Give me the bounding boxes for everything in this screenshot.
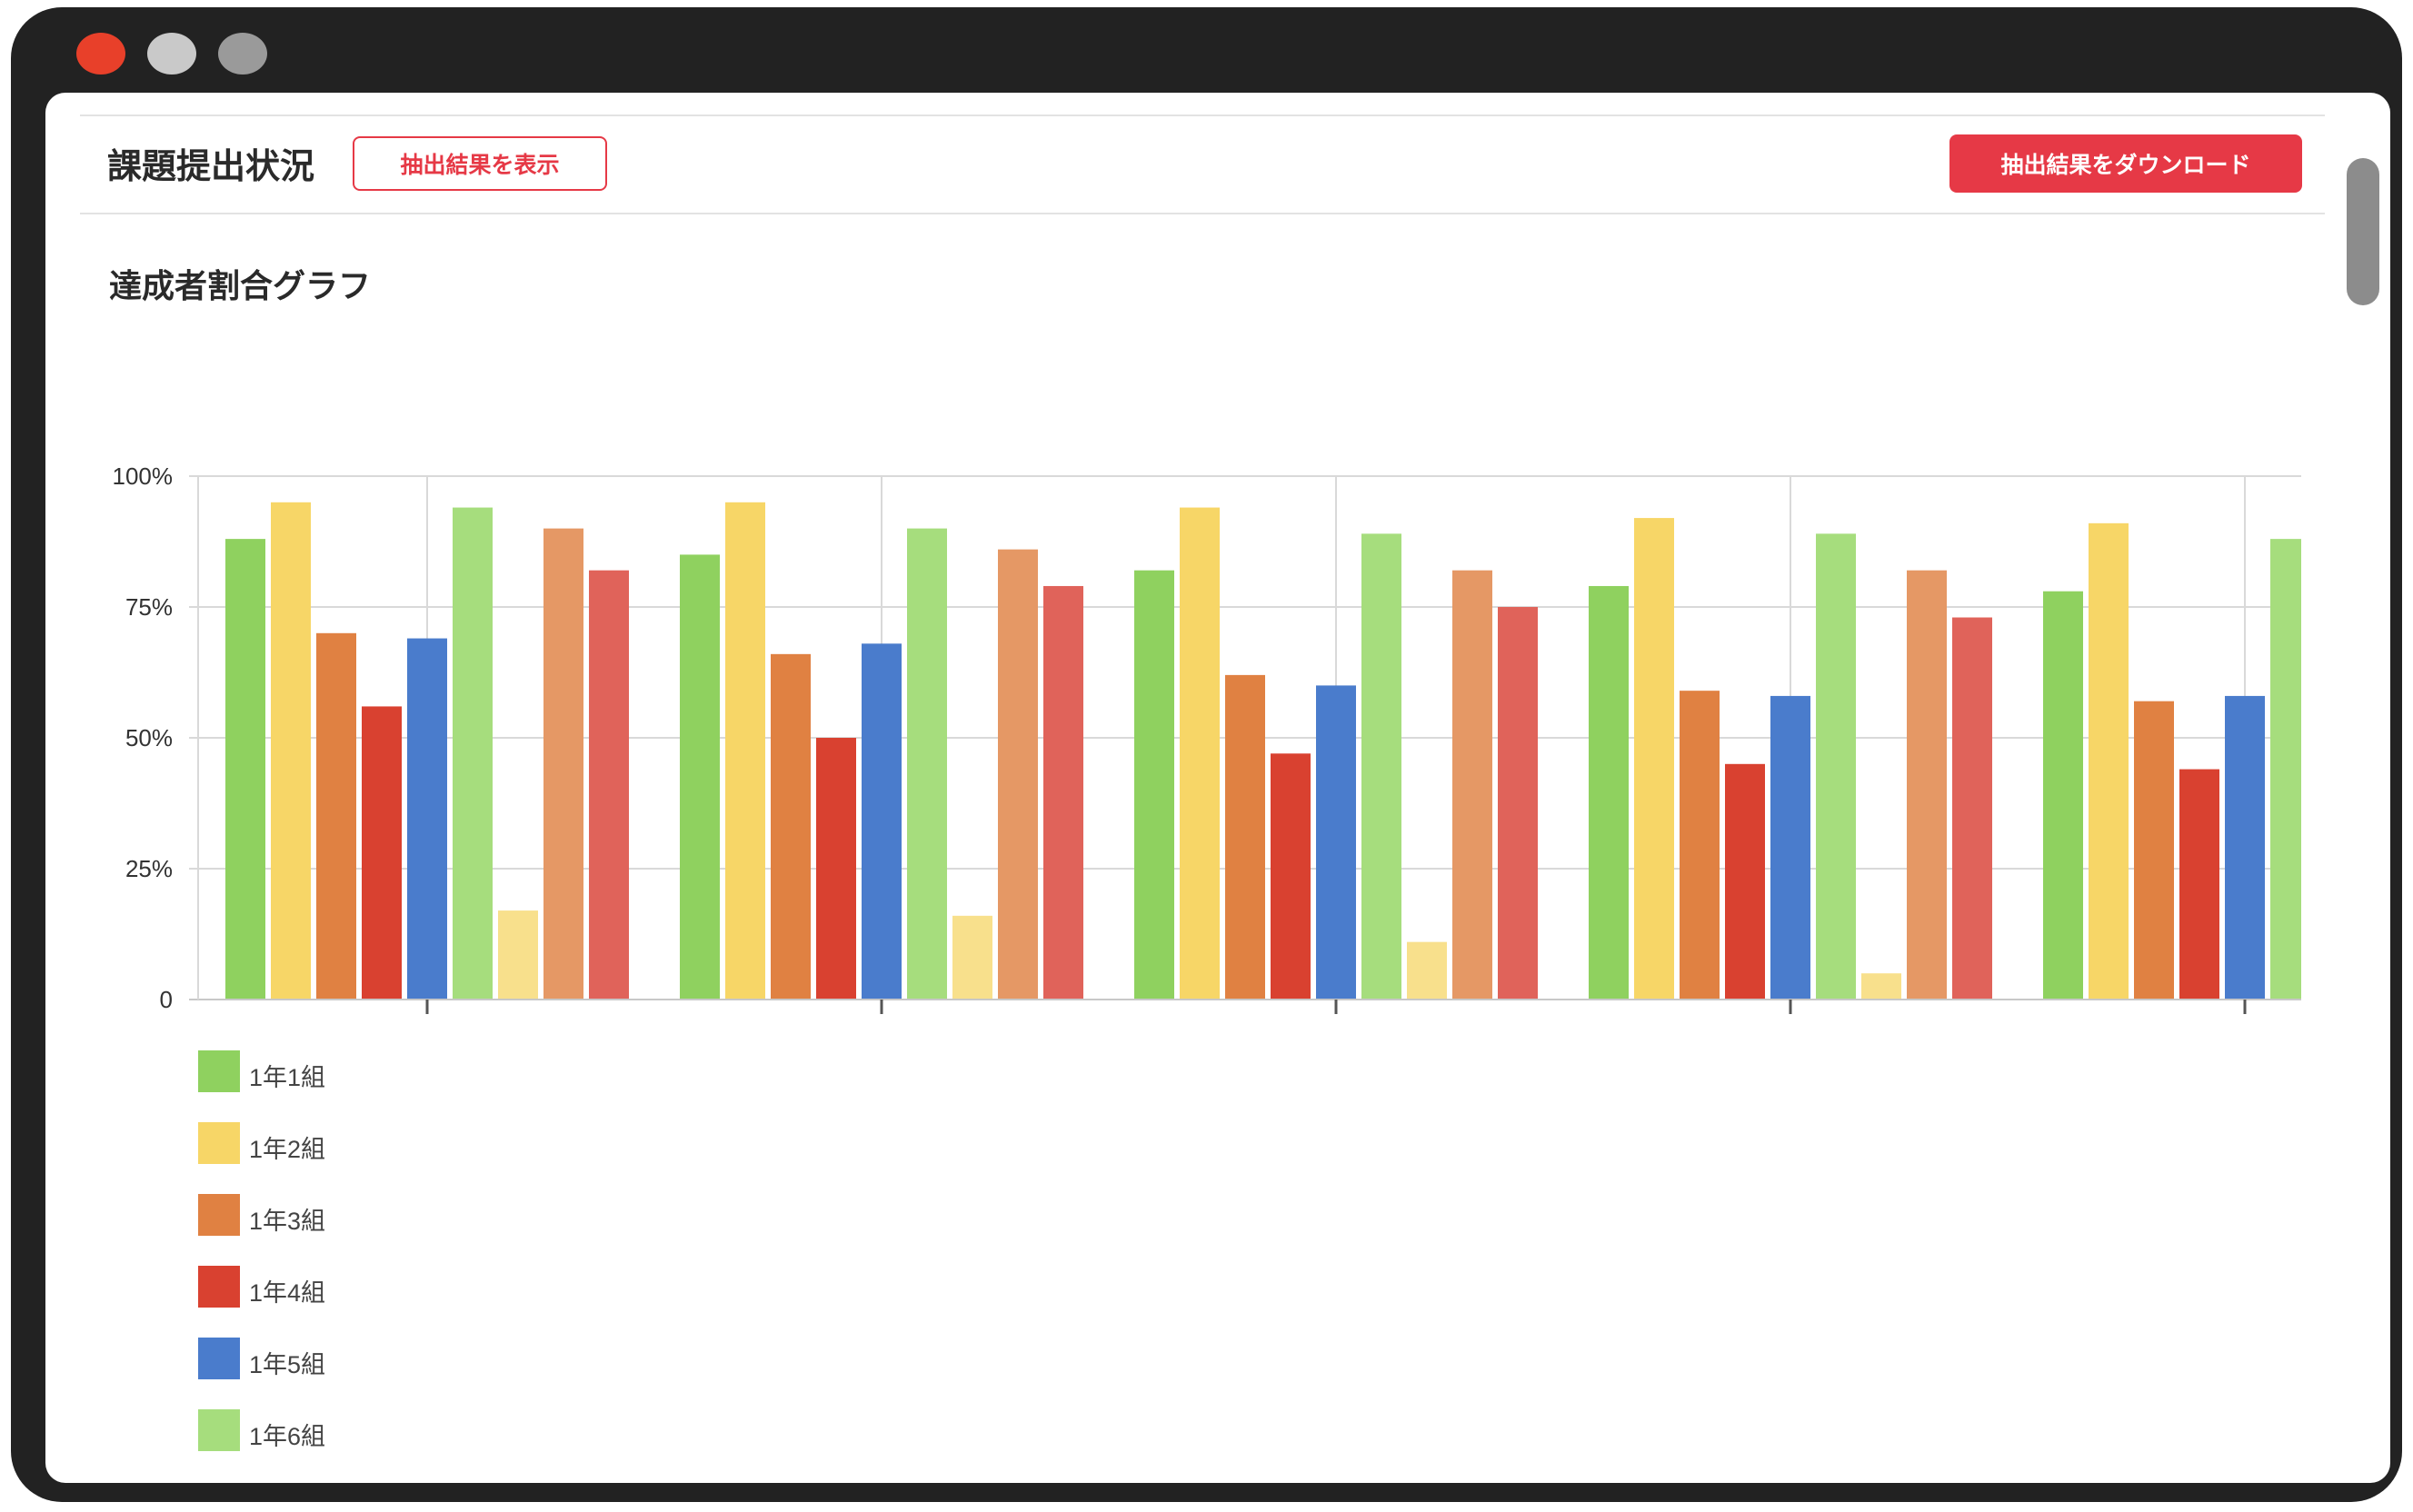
legend-swatch xyxy=(198,1050,240,1092)
bar xyxy=(453,507,493,1000)
close-window-button[interactable] xyxy=(76,33,125,75)
bar xyxy=(1680,691,1720,1000)
legend-item[interactable]: 1年4組 xyxy=(198,1266,562,1308)
legend-item[interactable]: 1年1組 xyxy=(198,1050,562,1092)
y-tick-label: 0 xyxy=(160,986,173,1013)
bar xyxy=(1725,763,1765,1000)
minimize-window-button[interactable] xyxy=(147,33,196,75)
bar xyxy=(1043,585,1083,1000)
legend-label: 1年1組 xyxy=(249,1064,326,1091)
bar xyxy=(680,554,720,1000)
bar xyxy=(1907,570,1947,1000)
legend-item[interactable]: 1年6組 xyxy=(198,1409,562,1451)
bar xyxy=(816,738,856,1000)
bar xyxy=(1770,695,1810,1000)
legend-label: 1年4組 xyxy=(249,1279,326,1307)
bar xyxy=(998,549,1038,1000)
bar xyxy=(1498,607,1538,1000)
bar xyxy=(2089,522,2129,1000)
bar xyxy=(407,638,447,1000)
bar xyxy=(1361,533,1401,1000)
bar xyxy=(2043,591,2083,1000)
download-results-button[interactable]: 抽出結果をダウンロード xyxy=(1949,134,2302,193)
bar xyxy=(1134,570,1174,1000)
maximize-window-button[interactable] xyxy=(218,33,267,75)
bar xyxy=(907,528,947,1000)
bar xyxy=(1952,617,1992,1000)
bar xyxy=(2270,539,2301,1000)
legend-item[interactable]: 1年2組 xyxy=(198,1122,562,1164)
bar-chart: 025%50%75%100%Lesson1 Describing Picture… xyxy=(113,463,2301,1014)
bar xyxy=(1589,585,1629,1000)
bar xyxy=(2225,695,2265,1000)
legend-swatch xyxy=(198,1194,240,1236)
bar xyxy=(1407,941,1447,1000)
bar xyxy=(771,653,811,1000)
bar xyxy=(1180,507,1220,1000)
legend-swatch xyxy=(198,1409,240,1451)
window-frame: 課題提出状況 抽出結果を表示 抽出結果をダウンロード 達成者割合グラフ 0 25%… xyxy=(11,7,2402,1502)
bar xyxy=(1452,570,1492,1000)
app-screen: 課題提出状況 抽出結果を表示 抽出結果をダウンロード 達成者割合グラフ 0 25%… xyxy=(45,93,2390,1483)
bar xyxy=(1816,533,1856,1000)
legend-swatch xyxy=(198,1266,240,1308)
bar xyxy=(1634,518,1674,1000)
bar xyxy=(271,502,311,1000)
legend-label: 1年6組 xyxy=(249,1423,326,1450)
bar xyxy=(725,502,765,1000)
bar xyxy=(1861,973,1901,1000)
y-tick-label: 75% xyxy=(125,593,173,621)
bar xyxy=(498,910,538,1000)
bar xyxy=(1271,753,1311,1000)
legend-swatch xyxy=(198,1122,240,1164)
show-results-button[interactable]: 抽出結果を表示 xyxy=(353,136,607,191)
bar xyxy=(1316,685,1356,1000)
legend-swatch xyxy=(198,1338,240,1379)
legend-item[interactable]: 1年3組 xyxy=(198,1194,562,1236)
bar xyxy=(862,643,902,1000)
vertical-scrollbar-thumb[interactable] xyxy=(2347,158,2379,305)
legend-label: 1年3組 xyxy=(249,1208,326,1235)
y-tick-label: 25% xyxy=(125,855,173,882)
bar xyxy=(316,632,356,1000)
bar xyxy=(225,539,265,1000)
bar xyxy=(2179,769,2219,1000)
legend-label: 1年2組 xyxy=(249,1136,326,1163)
bars-group xyxy=(225,476,2301,1000)
y-tick-label: 50% xyxy=(125,724,173,751)
bar xyxy=(2134,701,2174,1000)
bar xyxy=(362,706,402,1000)
y-tick-label: 100% xyxy=(113,463,174,490)
legend-label: 1年5組 xyxy=(249,1351,326,1378)
page-title: 課題提出状況 xyxy=(107,146,315,186)
bar xyxy=(952,915,992,1000)
bar xyxy=(1225,674,1265,1000)
top-divider xyxy=(80,114,2325,116)
legend-item[interactable]: 1年5組 xyxy=(198,1338,562,1379)
header-divider xyxy=(80,213,2325,214)
bar xyxy=(543,528,583,1000)
section-title: 達成者割合グラフ xyxy=(109,268,372,305)
bar xyxy=(589,570,629,1000)
